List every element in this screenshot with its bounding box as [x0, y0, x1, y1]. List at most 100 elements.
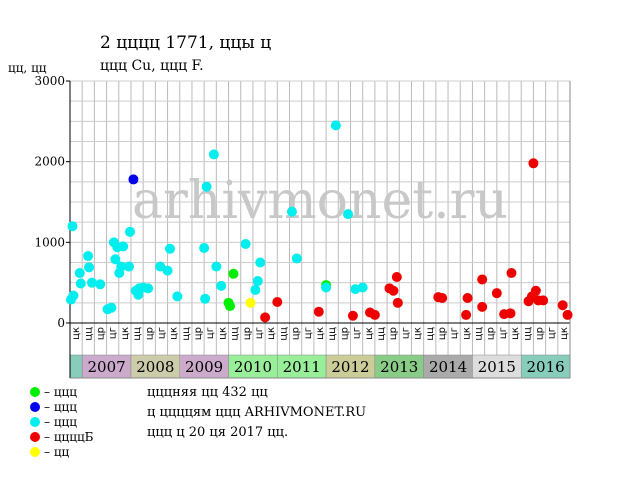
data-point — [199, 242, 210, 253]
data-point — [84, 262, 95, 273]
data-point — [95, 279, 106, 290]
data-point — [252, 276, 263, 287]
quarter-label: цц — [278, 327, 289, 341]
quarter-label: цц — [474, 327, 485, 341]
data-point — [75, 278, 86, 289]
data-point — [250, 284, 261, 295]
legend-marker — [30, 386, 40, 397]
watermark: arhivmonet.ru — [132, 171, 508, 231]
data-point — [106, 302, 117, 313]
chart-title: 2 цццц 1771, ццы ц — [100, 33, 272, 53]
chart-subtitle: ццц Cu, ццц F. — [100, 58, 204, 74]
quarter-label: цк — [266, 327, 277, 340]
data-point — [343, 209, 354, 220]
quarter-label: цг — [449, 327, 460, 339]
legend-item: – ццц — [30, 384, 94, 399]
data-point — [110, 254, 121, 265]
data-point — [245, 297, 256, 308]
quarter-label: цр — [95, 327, 106, 340]
legend-label: – ццццБ — [44, 429, 94, 444]
legend-marker — [30, 431, 40, 442]
year-label: 2014 — [429, 358, 467, 376]
data-point — [392, 297, 403, 308]
data-point — [291, 253, 302, 264]
legend-label: – цц — [44, 444, 70, 459]
quarter-label: цк — [315, 327, 326, 340]
data-point — [491, 288, 502, 299]
data-point — [124, 261, 135, 272]
data-point — [530, 285, 541, 296]
quarter-label: цк — [559, 327, 570, 340]
data-point — [200, 293, 211, 304]
y-tick-label: 1000 — [34, 235, 65, 249]
legend-marker — [30, 401, 40, 412]
y-axis-label: цц, цц — [8, 61, 47, 75]
data-point — [437, 292, 448, 303]
data-point — [562, 309, 573, 320]
year-label: 2008 — [136, 358, 174, 376]
quarter-label: цр — [242, 327, 253, 340]
quarter-label: цк — [120, 327, 131, 340]
quarter-label: цг — [400, 327, 411, 339]
legend-marker — [30, 416, 40, 427]
y-tick-label: 0 — [57, 316, 65, 330]
data-point — [313, 306, 324, 317]
quarter-label: цг — [254, 327, 265, 339]
quarter-label: цц — [230, 327, 241, 341]
quarter-label: цк — [71, 327, 82, 340]
quarter-label: цц — [132, 327, 143, 341]
year-label: 2013 — [380, 358, 418, 376]
quarter-label: цр — [339, 327, 350, 340]
quarter-label: цг — [498, 327, 509, 339]
year-label: 2015 — [478, 358, 516, 376]
year-cell — [69, 354, 83, 379]
quarter-label: цг — [352, 327, 363, 339]
legend-label: – ццц — [44, 399, 77, 414]
data-point — [211, 261, 222, 272]
data-point — [505, 308, 516, 319]
data-point — [272, 297, 283, 308]
note-average-price: цццняя цц 432 цц — [147, 385, 268, 400]
data-point — [391, 272, 402, 283]
data-point — [83, 251, 94, 262]
quarter-label: цц — [522, 327, 533, 341]
data-point — [116, 261, 127, 272]
data-point — [125, 226, 135, 237]
quarter-label: цг — [108, 327, 119, 339]
data-point — [143, 283, 154, 294]
data-point — [477, 274, 488, 285]
data-point — [286, 206, 297, 217]
data-point — [67, 221, 78, 232]
quarter-label: цк — [413, 327, 424, 340]
y-tick-label: 2000 — [34, 155, 65, 169]
quarter-label: цг — [156, 327, 167, 339]
quarter-label: цк — [169, 327, 180, 340]
year-label: 2010 — [234, 358, 272, 376]
data-point — [461, 309, 472, 320]
data-point — [68, 290, 79, 301]
quarter-label: цр — [144, 327, 155, 340]
legend-marker — [30, 446, 40, 457]
data-point — [208, 149, 219, 160]
data-point — [155, 261, 166, 272]
data-point — [201, 181, 212, 192]
quarter-label: цг — [205, 327, 216, 339]
data-point — [462, 292, 473, 303]
data-point — [347, 310, 358, 321]
data-point — [477, 301, 488, 312]
data-point — [538, 295, 549, 306]
quarter-label: цк — [461, 327, 472, 340]
quarter-label: цр — [535, 327, 546, 340]
data-point — [330, 120, 341, 131]
quarter-label: цг — [303, 327, 314, 339]
year-label: 2009 — [185, 358, 223, 376]
year-label: 2012 — [331, 358, 369, 376]
data-point — [118, 241, 129, 252]
data-point — [240, 238, 251, 249]
year-label: 2007 — [87, 358, 125, 376]
data-point — [260, 312, 271, 323]
quarter-label: цц — [376, 327, 387, 341]
quarter-label: цк — [364, 327, 375, 340]
note-date: ццц ц 20 ця 2017 цц. — [147, 425, 289, 440]
